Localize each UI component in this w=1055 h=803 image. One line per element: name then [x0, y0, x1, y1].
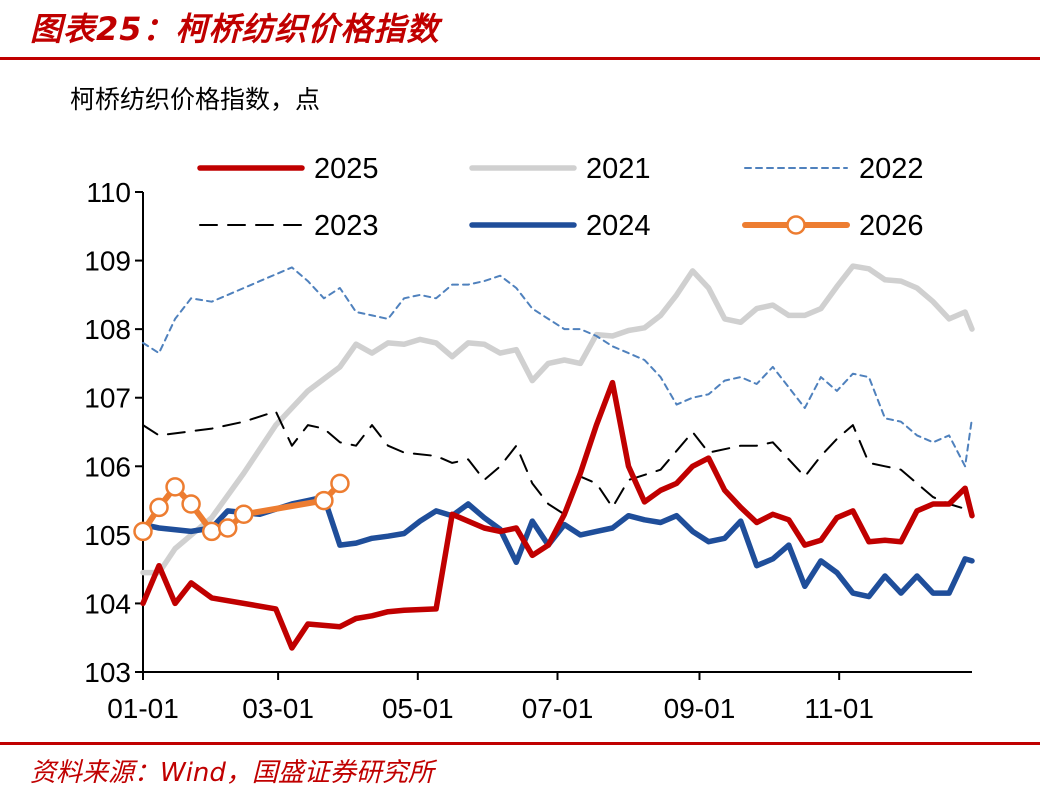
series-line-2025	[140, 379, 975, 651]
series-marker-2026	[149, 497, 169, 518]
figure-title: 图表25：柯桥纺织价格指数	[30, 10, 440, 48]
series-marker-2026	[330, 473, 350, 494]
legend-label-2026: 2026	[859, 210, 924, 242]
chart-legend: 2025 2021 2022 2023 2024 2026	[197, 153, 924, 242]
series-marker-2026	[217, 518, 238, 538]
x-tick-label: 03-01	[242, 693, 314, 724]
legend-marker-2026	[786, 215, 806, 235]
y-tick-label: 108	[84, 314, 131, 345]
y-tick-label: 104	[84, 588, 131, 619]
chart-axes: 103 104 105 106 107 108 109 110 01-01 03-01 05-01 0…	[84, 177, 972, 724]
y-tick-label: 107	[84, 383, 131, 414]
series-marker-2026	[165, 477, 185, 497]
y-tick-label: 105	[84, 520, 131, 551]
chart-lines	[133, 263, 975, 651]
y-tick-label: 110	[86, 177, 131, 208]
x-tick-label: 05-01	[382, 693, 454, 724]
series-marker-2026	[201, 521, 222, 542]
legend-label-2023: 2023	[314, 210, 379, 242]
series-line-2022	[142, 266, 973, 468]
series-line-2021	[140, 263, 975, 576]
series-marker-2026	[133, 521, 153, 542]
series-line-2023	[142, 410, 973, 516]
x-tick-label: 09-01	[664, 693, 736, 724]
legend-label-2021: 2021	[586, 153, 651, 185]
series-marker-2026	[181, 494, 201, 514]
y-tick-label: 103	[84, 657, 131, 688]
x-tick-label: 01-01	[107, 693, 179, 724]
y-tick-label: 109	[84, 246, 131, 277]
x-tick-label: 11-01	[804, 693, 874, 724]
legend-label-2024: 2024	[586, 210, 651, 242]
x-tick-label: 07-01	[522, 693, 594, 724]
series-marker-2026	[314, 490, 334, 511]
y-tick-label: 106	[84, 451, 131, 482]
y-axis-title: 柯桥纺织价格指数，点	[70, 85, 321, 114]
legend-label-2025: 2025	[314, 153, 379, 185]
title-rule	[0, 57, 1040, 60]
legend-label-2022: 2022	[859, 153, 924, 185]
series-marker-2026	[234, 504, 254, 525]
source-rule	[0, 742, 1040, 745]
source-note: 资料来源：Wind，国盛证券研究所	[30, 758, 434, 788]
